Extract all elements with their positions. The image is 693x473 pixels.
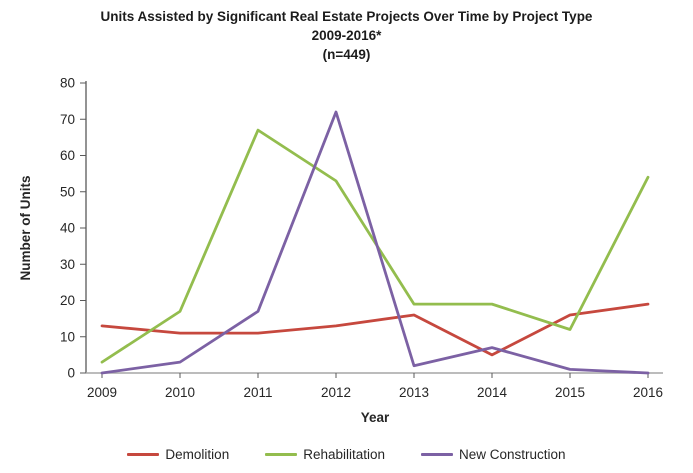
y-tick-label: 20 — [60, 293, 75, 308]
legend-swatch-demolition — [127, 452, 160, 456]
y-tick-label: 80 — [60, 76, 75, 91]
y-tick-label: 10 — [60, 329, 75, 344]
y-tick-label: 30 — [60, 257, 75, 272]
series-line-demolition — [100, 302, 650, 357]
legend-swatch-new-construction — [421, 452, 454, 456]
y-tick-label: 40 — [60, 221, 75, 236]
legend-label-new-construction: New Construction — [459, 446, 566, 462]
legend-swatch-rehabilitation — [265, 452, 298, 456]
x-tick-label: 2009 — [87, 385, 117, 400]
x-tick-label: 2015 — [555, 385, 585, 400]
chart-subtitle: 2009-2016* — [311, 28, 382, 43]
x-tick-label: 2011 — [243, 385, 272, 400]
y-tick-label: 0 — [67, 366, 75, 381]
legend-label-demolition: Demolition — [165, 446, 230, 462]
x-tick-label: 2016 — [633, 385, 663, 400]
legend-item-new-construction: New Construction — [421, 447, 566, 462]
chart-title: Units Assisted by Significant Real Estat… — [100, 9, 593, 24]
chart-sample-note: (n=449) — [322, 47, 371, 62]
legend-item-rehabilitation: Rehabilitation — [265, 447, 385, 462]
x-tick-label: 2014 — [477, 385, 508, 400]
chart-legend: Demolition Rehabilitation New Construction — [0, 443, 693, 465]
x-tick-label: 2012 — [321, 385, 351, 400]
legend-label-rehabilitation: Rehabilitation — [303, 446, 386, 462]
y-tick-label: 60 — [60, 148, 75, 163]
legend-item-demolition: Demolition — [127, 447, 229, 462]
y-axis-title: Number of Units — [18, 175, 33, 280]
y-tick-label: 50 — [60, 184, 75, 199]
x-axis-title: Year — [361, 410, 390, 425]
series-line-new-construction — [100, 110, 650, 375]
series-line-rehabilitation — [100, 128, 650, 364]
y-tick-label: 70 — [60, 112, 75, 127]
chart-title-block: Units Assisted by Significant Real Estat… — [0, 7, 693, 64]
x-tick-label: 2010 — [165, 385, 195, 400]
x-tick-label: 2013 — [399, 385, 429, 400]
